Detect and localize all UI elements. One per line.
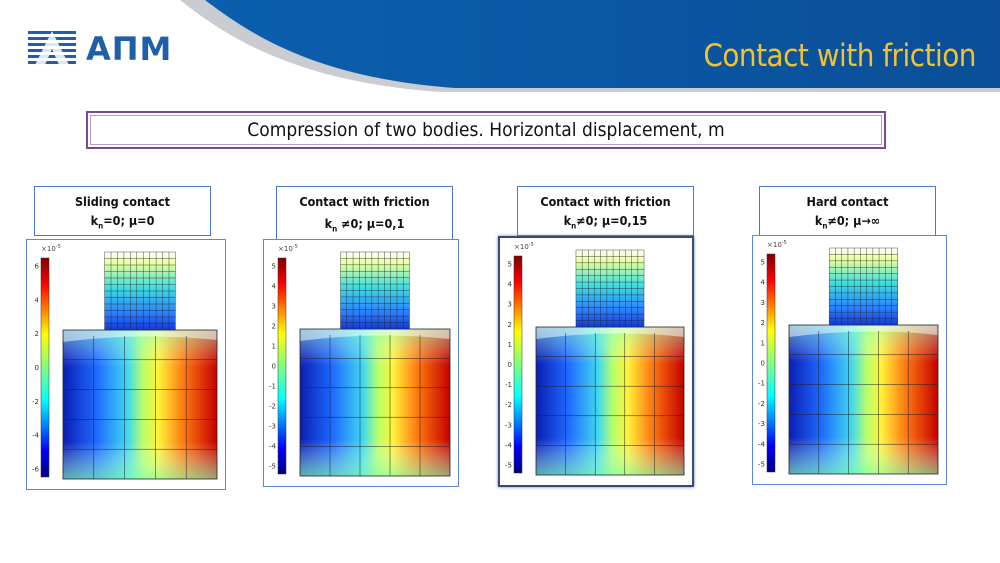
panel-2-label-rest: ≠0; μ=0,1 bbox=[337, 216, 405, 231]
colorbar-tick: 2 bbox=[761, 319, 765, 327]
colorbar-tick: 3 bbox=[761, 299, 765, 307]
colorbar-tick: 2 bbox=[272, 323, 276, 331]
colorbar-tick: -4 bbox=[505, 441, 513, 449]
colorbar-tick: -6 bbox=[32, 466, 40, 474]
colorbar-tick: 2 bbox=[35, 330, 39, 338]
colorbar-tick: -4 bbox=[758, 440, 766, 448]
colorbar bbox=[40, 257, 50, 478]
panel-2-label: Contact with friction kn ≠0; μ=0,1 bbox=[276, 186, 453, 240]
colorbar-tick: -4 bbox=[269, 443, 277, 451]
plot-panel-2: ×10-5 5 4 3 2 1 0 -1 -2 -3 -4 -5 bbox=[263, 239, 459, 487]
plot-panel-1: ×10-5 6 4 2 0 -2 -4 -6 bbox=[26, 239, 226, 490]
colorbar-tick: 1 bbox=[272, 343, 276, 351]
colorbar-tick: 5 bbox=[272, 263, 276, 271]
colorbar-exponent: ×10-5 bbox=[767, 240, 787, 249]
colorbar-tick: 3 bbox=[508, 301, 512, 309]
colorbar-tick: -5 bbox=[758, 461, 765, 469]
panel-1-label-line1: Sliding contact bbox=[74, 194, 171, 209]
panel-2-label-k: k bbox=[324, 216, 333, 231]
colorbar-exponent: ×10-5 bbox=[514, 242, 534, 251]
panel-1-label-sub: n bbox=[98, 221, 104, 231]
colorbar-tick: 4 bbox=[272, 283, 277, 291]
colorbar bbox=[277, 257, 287, 475]
colorbar-tick: -5 bbox=[269, 463, 276, 471]
panel-1-label-k: k bbox=[90, 213, 99, 228]
panel-4-label-sub: n bbox=[822, 221, 828, 231]
panel-1-label: Sliding contact kn=0; μ=0 bbox=[34, 186, 211, 236]
colorbar-tick: 0 bbox=[272, 363, 276, 371]
colorbar-tick: 1 bbox=[508, 341, 512, 349]
panel-4-label-rest: ≠0; μ→∞ bbox=[827, 213, 881, 228]
panel-3-label-k: k bbox=[563, 213, 572, 228]
panel-2-label-line1: Contact with friction bbox=[299, 194, 430, 209]
contour-plot-4: ×10-5 5 4 3 2 1 0 -1 -2 -3 -4 -5 bbox=[758, 240, 939, 475]
colorbar bbox=[513, 255, 523, 474]
panel-4-label-line1: Hard contact bbox=[806, 194, 889, 209]
colorbar-tick: -2 bbox=[32, 398, 39, 406]
colorbar-tick: 5 bbox=[761, 259, 765, 267]
colorbar-tick: 4 bbox=[761, 279, 766, 287]
contour-plot-2: ×10-5 5 4 3 2 1 0 -1 -2 -3 -4 -5 bbox=[269, 244, 451, 477]
colorbar-tick: -5 bbox=[505, 462, 512, 470]
panel-3-label-rest: ≠0; μ=0,15 bbox=[576, 213, 648, 228]
colorbar-tick: -1 bbox=[505, 381, 512, 389]
colorbar-tick: -1 bbox=[758, 380, 765, 388]
subtitle-text: Compression of two bodies. Horizontal di… bbox=[247, 119, 725, 141]
colorbar-tick: 6 bbox=[35, 263, 40, 271]
colorbar-tick: -3 bbox=[505, 421, 512, 429]
colorbar-tick: 3 bbox=[272, 303, 276, 311]
panel-1-label-rest: =0; μ=0 bbox=[103, 213, 155, 228]
colorbar-exponent: ×10-5 bbox=[278, 244, 298, 253]
logo-mark-icon bbox=[28, 31, 76, 67]
colorbar-tick: -4 bbox=[32, 432, 40, 440]
panel-3-label-line1: Contact with friction bbox=[540, 194, 671, 209]
colorbar-tick: 4 bbox=[35, 296, 40, 304]
colorbar-tick: 5 bbox=[508, 261, 512, 269]
colorbar-tick: 1 bbox=[761, 339, 765, 347]
colorbar-tick: -3 bbox=[758, 420, 765, 428]
colorbar-tick: 0 bbox=[508, 361, 512, 369]
panel-4-label-k: k bbox=[814, 213, 823, 228]
slide-title: Contact with friction bbox=[703, 38, 976, 74]
logo-text: АПМ bbox=[86, 30, 173, 68]
colorbar-tick: -1 bbox=[269, 383, 276, 391]
panel-2-label-sub: n bbox=[332, 224, 338, 234]
plot-panel-4: ×10-5 5 4 3 2 1 0 -1 -2 -3 -4 -5 bbox=[752, 235, 947, 485]
contour-plot-1: ×10-5 6 4 2 0 -2 -4 -6 bbox=[32, 244, 218, 480]
colorbar-tick: -2 bbox=[269, 403, 276, 411]
colorbar-tick: -2 bbox=[505, 401, 512, 409]
colorbar-tick: -3 bbox=[269, 423, 276, 431]
panel-4-label: Hard contact kn≠0; μ→∞ bbox=[759, 186, 936, 236]
panel-3-label: Contact with friction kn≠0; μ=0,15 bbox=[517, 186, 694, 236]
company-logo: АПМ bbox=[28, 28, 172, 70]
contour-plot-3: ×10-5 5 4 3 2 1 0 -1 -2 -3 -4 -5 bbox=[505, 242, 685, 476]
colorbar-tick: -2 bbox=[758, 400, 765, 408]
colorbar-exponent: ×10-5 bbox=[41, 244, 61, 253]
plot-panel-3: ×10-5 5 4 3 2 1 0 -1 -2 -3 -4 -5 bbox=[498, 236, 694, 487]
colorbar-tick: 4 bbox=[508, 281, 513, 289]
panel-3-label-sub: n bbox=[571, 221, 577, 231]
colorbar-tick: 0 bbox=[35, 364, 39, 372]
subtitle-box: Compression of two bodies. Horizontal di… bbox=[86, 111, 886, 149]
colorbar-tick: 0 bbox=[761, 360, 765, 368]
colorbar-tick: 2 bbox=[508, 321, 512, 329]
colorbar bbox=[766, 253, 776, 473]
